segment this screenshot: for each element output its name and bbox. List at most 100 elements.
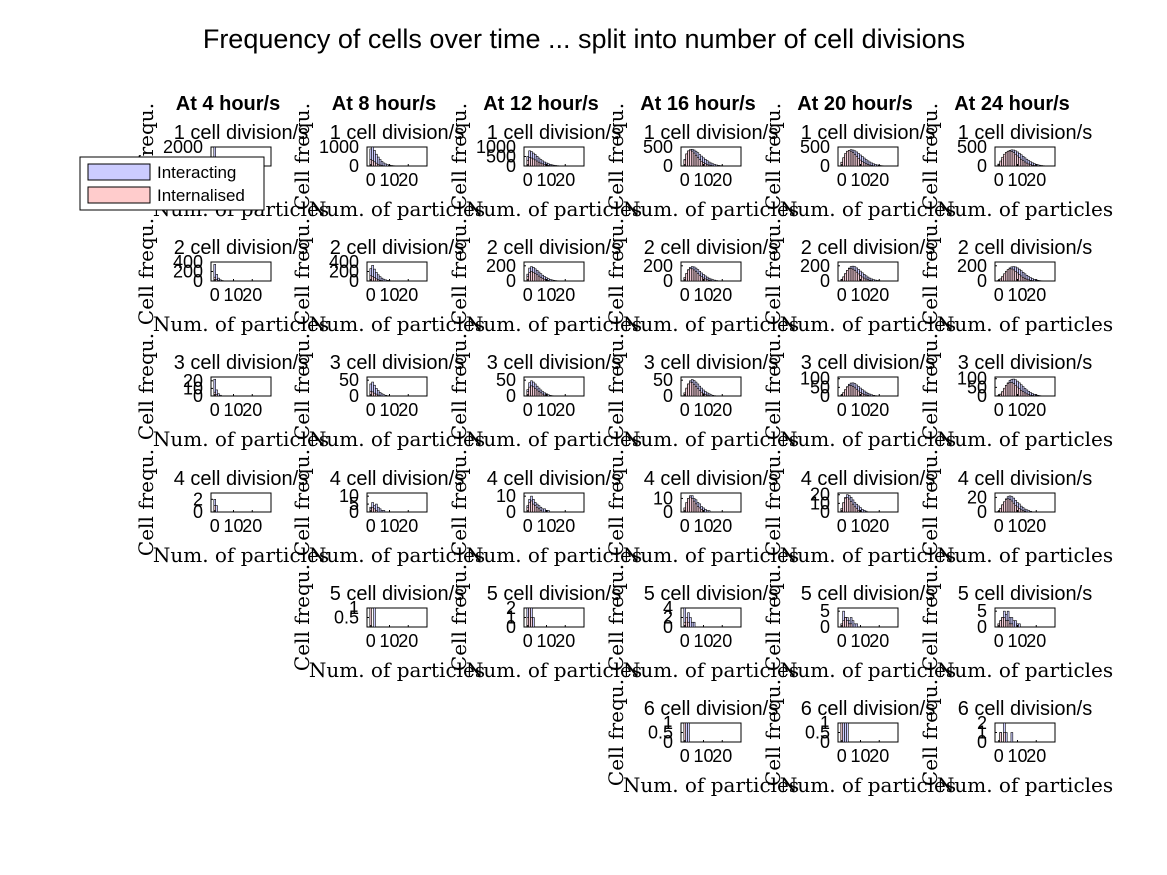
x-tick-label: 20 (555, 285, 575, 305)
y-tick-label: 500 (800, 137, 830, 157)
y-axis-label: Cell frequ. (290, 449, 314, 556)
panel-title: 4 cell division/s (801, 468, 936, 490)
x-tick-label: 10 (1007, 400, 1027, 420)
legend-swatch (87, 186, 151, 204)
y-axis-label: Cell frequ. (918, 218, 942, 325)
axes-box (366, 492, 428, 513)
x-axis-label: Num. of particles (466, 543, 642, 567)
y-tick-label: 0 (663, 502, 673, 522)
x-tick-label: 20 (398, 285, 418, 305)
bar-internalised (849, 623, 853, 628)
y-tick-label: 0.5 (648, 723, 673, 743)
panel-title: 2 cell division/s (330, 237, 465, 259)
x-tick-label: 20 (869, 516, 889, 536)
y-tick-label: 0 (663, 732, 673, 752)
x-tick-label: 10 (379, 285, 399, 305)
x-tick-label: 10 (850, 170, 870, 190)
y-axis-label: Cell frequ. (918, 333, 942, 440)
x-axis-label: Num. of particles (623, 197, 799, 221)
y-tick-label: 0 (193, 271, 203, 291)
panel-title: 1 cell division/s (958, 122, 1093, 144)
y-axis-label: Cell frequ. (918, 103, 942, 210)
x-tick-label: 0 (523, 516, 533, 536)
panel-title: 1 cell division/s (644, 122, 779, 144)
y-tick-label: 0 (977, 386, 987, 406)
x-tick-label: 20 (869, 170, 889, 190)
x-tick-label: 0 (837, 400, 847, 420)
bar-internalised (547, 280, 550, 282)
panel-title: 4 cell division/s (174, 468, 309, 490)
y-tick-label: 2 (193, 489, 203, 509)
bar-interacting (382, 510, 386, 513)
x-tick-label: 20 (1026, 285, 1046, 305)
y-tick-label: 200 (329, 262, 359, 282)
x-tick-label: 20 (712, 170, 732, 190)
x-tick-label: 10 (850, 516, 870, 536)
y-tick-label: 0 (820, 732, 830, 752)
panel-title: 6 cell division/s (958, 698, 1093, 720)
bar-interacting (547, 510, 550, 513)
y-axis-label: Cell frequ. (918, 449, 942, 556)
x-axis-label: Num. of particles (623, 312, 799, 336)
bar-internalised (687, 621, 690, 628)
x-tick-label: 20 (1026, 170, 1046, 190)
legend: Interacting Internalised (79, 156, 265, 211)
y-tick-label: 0 (193, 502, 203, 522)
histogram-panels: 1 cell division/s0102002000Num. of parti… (134, 103, 1113, 797)
y-tick-label: 0 (506, 271, 516, 291)
x-tick-label: 10 (850, 400, 870, 420)
x-tick-label: 0 (680, 400, 690, 420)
y-tick-label: 0 (820, 617, 830, 637)
y-tick-label: 2 (506, 598, 516, 618)
y-tick-label: 50 (967, 377, 987, 397)
column-title: At 20 hour/s (797, 93, 913, 115)
x-axis-label: Num. of particles (623, 658, 799, 682)
axes-box (210, 492, 272, 513)
y-axis-label: Cell frequ. (761, 564, 785, 671)
column-title: At 8 hour/s (332, 93, 436, 115)
y-tick-label: 10 (339, 486, 359, 506)
bar-internalised (683, 722, 686, 743)
x-axis-label: Num. of particles (937, 312, 1113, 336)
x-tick-label: 0 (994, 746, 1004, 766)
y-axis-label: Cell frequ. (918, 679, 942, 786)
y-tick-label: 0 (663, 156, 673, 176)
y-axis-label: Cell frequ. (604, 218, 628, 325)
y-tick-label: 400 (329, 252, 359, 272)
y-tick-label: 200 (173, 262, 203, 282)
y-tick-label: 0 (977, 502, 987, 522)
y-axis-label: Cell frequ. (447, 218, 471, 325)
y-tick-label: 0 (193, 386, 203, 406)
y-tick-label: 0 (820, 386, 830, 406)
x-tick-label: 0 (366, 285, 376, 305)
x-tick-label: 20 (712, 631, 732, 651)
legend-label: Internalised (157, 186, 245, 205)
panel-title: 2 cell division/s (644, 237, 779, 259)
x-tick-label: 20 (869, 285, 889, 305)
bar-interacting (1018, 623, 1021, 628)
x-tick-label: 10 (379, 400, 399, 420)
x-tick-label: 10 (223, 285, 243, 305)
x-tick-label: 10 (693, 170, 713, 190)
x-axis-label: Num. of particles (780, 427, 956, 451)
y-axis-label: Cell frequ. (290, 103, 314, 210)
y-axis-label: Cell frequ. (447, 449, 471, 556)
y-tick-label: 10 (183, 378, 203, 398)
y-axis-label: Cell frequ. (447, 103, 471, 210)
panel-title: 4 cell division/s (644, 468, 779, 490)
y-tick-label: 0 (349, 156, 359, 176)
y-axis-label: Cell frequ. (290, 564, 314, 671)
y-axis-label: Cell frequ. (290, 218, 314, 325)
